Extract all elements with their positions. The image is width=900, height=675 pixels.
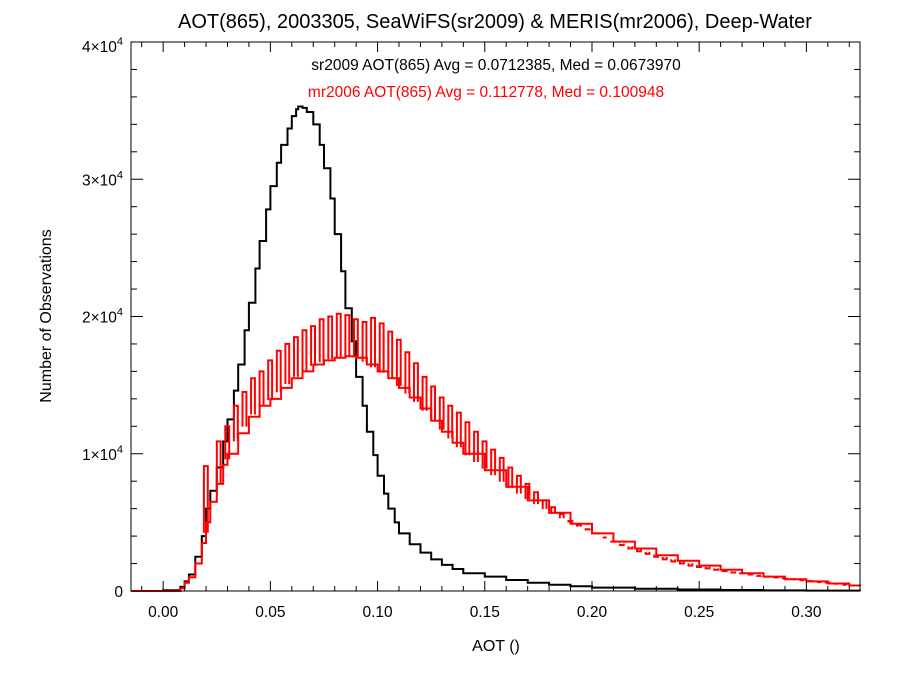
- annotation-mr2006: mr2006 AOT(865) Avg = 0.112778, Med = 0.…: [308, 84, 664, 101]
- spike-bar-mr2006: [541, 499, 548, 510]
- spike-bar-mr2006: [696, 565, 702, 568]
- y-tick-label: 3×104: [82, 169, 123, 189]
- spike-bar-mr2006: [515, 474, 522, 494]
- spike-bar-mr2006: [507, 466, 514, 489]
- spike-bar-mr2006: [404, 351, 411, 394]
- spike-bar-mr2006: [678, 561, 685, 565]
- spike-bar-mr2006: [473, 430, 479, 462]
- y-tick-label: 1×104: [82, 444, 123, 464]
- spike-bar-mr2006: [370, 316, 376, 368]
- spike-bar-mr2006: [327, 315, 334, 360]
- y-axis-label: Number of Observations: [38, 229, 55, 402]
- spike-bar-mr2006: [413, 362, 419, 402]
- x-tick-label: 0.00: [148, 604, 179, 621]
- spike-bar-mr2006: [202, 465, 209, 533]
- spike-bar-mr2006: [593, 532, 599, 535]
- chart-title: AOT(865), 2003305, SeaWiFS(sr2009) & MER…: [178, 11, 812, 33]
- spike-bar-mr2006: [524, 482, 531, 499]
- spike-bar-mr2006: [455, 411, 462, 448]
- spike-bar-mr2006: [267, 359, 274, 401]
- spike-bar-mr2006: [430, 385, 436, 421]
- x-tick-label: 0.05: [255, 604, 285, 621]
- spike-bar-mr2006: [353, 318, 359, 358]
- spike-bar-mr2006: [773, 576, 780, 579]
- spike-bar-mr2006: [807, 580, 814, 583]
- spike-bar-mr2006: [533, 491, 539, 505]
- spike-bar-mr2006: [318, 318, 325, 363]
- spike-bar-mr2006: [618, 543, 625, 546]
- spike-bar-mr2006: [241, 391, 248, 427]
- x-axis-label: AOT (): [472, 638, 520, 655]
- spike-bar-mr2006: [215, 440, 222, 484]
- x-tick-label: 0.20: [577, 604, 608, 621]
- spike-bar-mr2006: [232, 404, 239, 442]
- spike-bar-mr2006: [567, 520, 574, 523]
- spike-bar-mr2006: [687, 563, 694, 567]
- spike-bar-mr2006: [790, 578, 797, 581]
- spike-bar-mr2006: [636, 549, 642, 553]
- spike-bar-mr2006: [713, 568, 720, 571]
- spike-bar-mr2006: [550, 506, 557, 514]
- y-tick-label: 2×104: [82, 307, 123, 327]
- y-tick-label: 0: [114, 584, 123, 601]
- x-tick-label: 0.30: [791, 604, 822, 621]
- spike-bar-mr2006: [438, 396, 445, 430]
- spike-bar-mr2006: [730, 571, 737, 574]
- annotation-sr2009: sr2009 AOT(865) Avg = 0.0712385, Med = 0…: [311, 57, 681, 74]
- spike-bar-mr2006: [344, 314, 351, 357]
- spike-bar-mr2006: [721, 570, 728, 573]
- spike-bar-mr2006: [284, 342, 291, 384]
- spike-bar-mr2006: [335, 312, 342, 358]
- x-tick-label: 0.15: [470, 604, 500, 621]
- y-axis: 0 1×104 2×104 3×104 4×104: [82, 36, 860, 601]
- spike-bar-mr2006: [275, 349, 282, 393]
- spike-bar-mr2006: [704, 566, 711, 570]
- x-tick-label: 0.10: [362, 604, 393, 621]
- series-line-mr2006: [131, 355, 861, 592]
- plot-frame: [130, 41, 861, 592]
- spike-bar-mr2006: [395, 338, 402, 386]
- spike-bar-mr2006: [361, 321, 368, 362]
- spike-bar-mr2006: [576, 524, 582, 527]
- y-tick-label: 4×104: [82, 36, 123, 56]
- spike-bar-mr2006: [661, 557, 668, 561]
- spike-bar-mr2006: [258, 370, 265, 406]
- spike-bar-mr2006: [610, 540, 617, 543]
- spike-bar-mr2006: [481, 440, 488, 469]
- spike-bar-mr2006: [490, 448, 497, 476]
- spike-bar-mr2006: [781, 577, 788, 580]
- series-line-sr2009: [131, 105, 861, 592]
- spike-bar-mr2006: [378, 322, 385, 373]
- spike-bar-mr2006: [293, 336, 299, 377]
- spike-bar-mr2006: [799, 579, 805, 582]
- spike-bar-mr2006: [644, 551, 651, 555]
- spike-bar-mr2006: [387, 330, 394, 379]
- spike-bar-mr2006: [498, 456, 505, 482]
- spike-bar-mr2006: [653, 554, 659, 558]
- spike-bar-mr2006: [224, 425, 231, 460]
- spike-bar-mr2006: [627, 546, 634, 550]
- plot-series: [131, 105, 861, 592]
- spike-bar-mr2006: [421, 375, 428, 411]
- spike-bar-mr2006: [584, 528, 591, 531]
- spike-bar-mr2006: [464, 421, 471, 456]
- spike-bar-mr2006: [670, 559, 677, 563]
- spike-bar-mr2006: [301, 329, 308, 372]
- x-tick-label: 0.25: [684, 604, 714, 621]
- x-axis: 0.00 0.05 0.10 0.15 0.20 0.25 0.30: [141, 42, 850, 621]
- annotations: sr2009 AOT(865) Avg = 0.0712385, Med = 0…: [308, 57, 681, 101]
- spike-bar-mr2006: [447, 404, 454, 439]
- spike-bar-mr2006: [310, 325, 316, 366]
- spike-bar-mr2006: [558, 513, 565, 519]
- spike-bar-mr2006: [250, 377, 256, 415]
